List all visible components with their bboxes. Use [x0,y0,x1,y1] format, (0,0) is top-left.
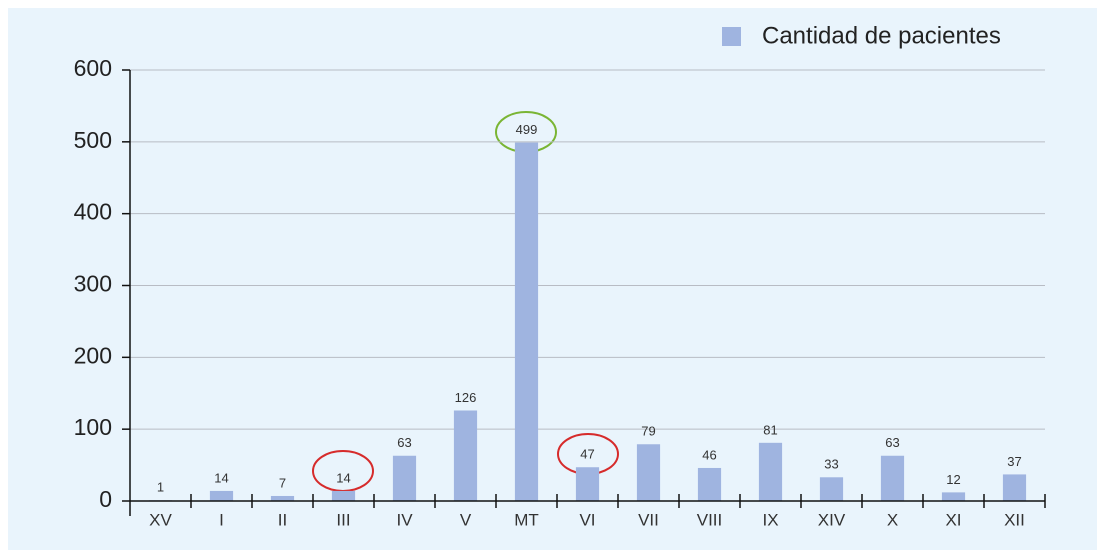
value-label: 1 [157,480,164,495]
y-tick-label: 600 [74,55,112,81]
value-label: 7 [279,475,286,490]
bar [697,467,722,501]
y-tick-label: 200 [74,342,112,368]
bar [514,142,539,501]
value-label: 81 [763,422,777,437]
bar [209,490,234,501]
value-label: 14 [336,470,350,485]
bar [270,495,295,501]
y-tick-label: 400 [74,199,112,225]
legend-swatch [722,27,741,46]
x-tick-label: I [219,510,224,529]
value-label: 79 [641,424,655,439]
x-tick-label: II [278,510,287,529]
value-label: 46 [702,447,716,462]
value-label: 37 [1007,454,1021,469]
bar [819,477,844,501]
bar [392,455,417,501]
bar [758,442,783,501]
x-tick-label: XII [1004,510,1025,529]
legend-label: Cantidad de pacientes [762,22,1001,49]
value-label: 12 [946,472,960,487]
x-tick-label: VI [579,510,595,529]
background [8,8,1097,550]
x-tick-label: VII [638,510,659,529]
x-tick-label: XIV [818,510,846,529]
x-tick-label: IV [396,510,413,529]
value-label: 33 [824,457,838,472]
value-label: 63 [885,435,899,450]
x-tick-label: III [336,510,350,529]
value-label: 47 [580,447,594,462]
y-tick-label: 0 [99,486,112,512]
x-tick-label: MT [514,510,539,529]
y-tick-label: 300 [74,271,112,297]
bar [1002,474,1027,501]
bar [575,467,600,501]
value-label: 499 [516,122,538,137]
x-tick-label: IX [762,510,778,529]
value-label: 14 [214,470,228,485]
bar [331,490,356,501]
x-tick-label: XV [149,510,172,529]
bar [453,410,478,501]
bar [941,492,966,501]
value-label: 63 [397,435,411,450]
value-label: 126 [455,390,477,405]
y-tick-label: 100 [74,414,112,440]
x-tick-label: XI [945,510,961,529]
x-tick-label: VIII [697,510,723,529]
bar [636,444,661,501]
bar [880,455,905,501]
y-tick-label: 500 [74,127,112,153]
x-tick-label: X [887,510,898,529]
x-tick-label: V [460,510,472,529]
